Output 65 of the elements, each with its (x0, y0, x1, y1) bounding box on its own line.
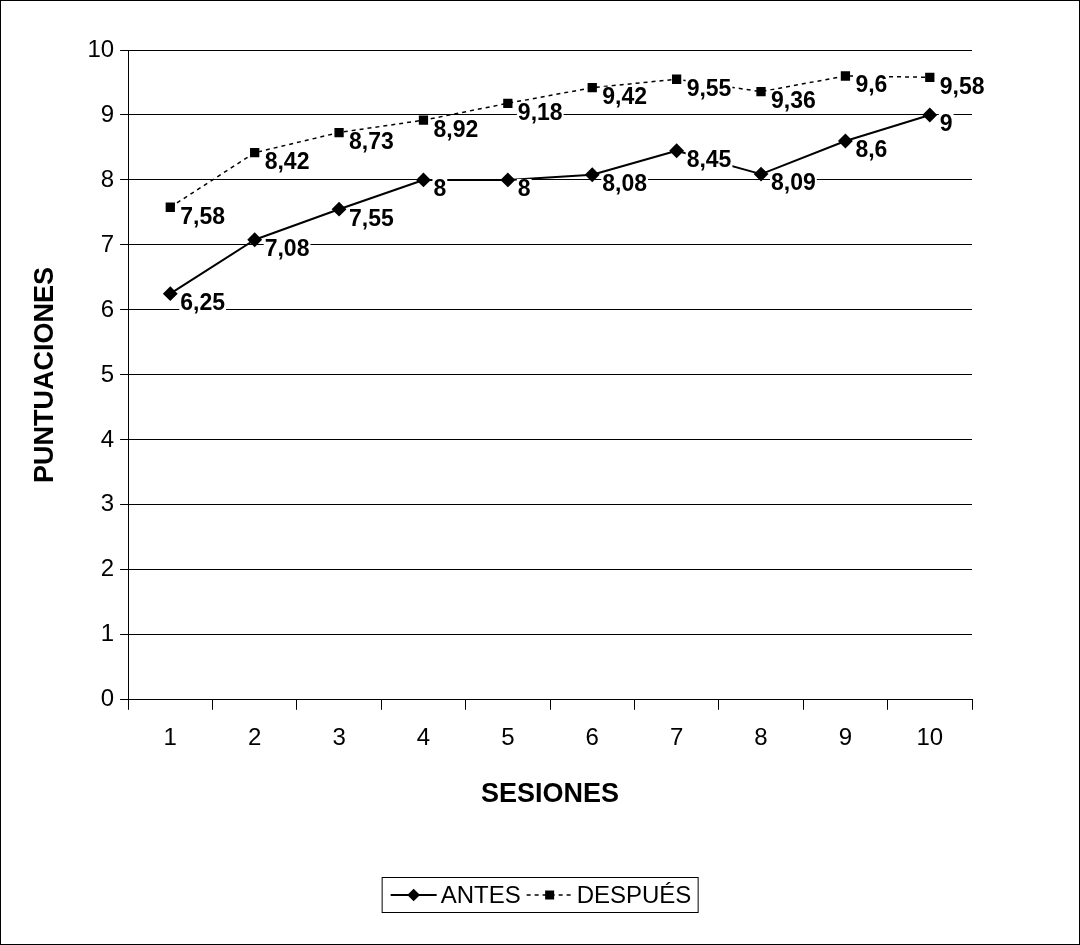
point (334, 127, 344, 138)
y-tick-label: 9 (100, 99, 115, 127)
point (332, 202, 347, 217)
x-tick-label: 2 (248, 722, 262, 750)
data-label: 8,09 (771, 169, 816, 196)
x-tick-label: 6 (585, 722, 599, 750)
data-label: 8,08 (602, 170, 648, 197)
x-axis-title: SESIONES (481, 778, 620, 809)
data-label: 8,73 (349, 127, 394, 154)
point (585, 167, 600, 182)
point (756, 86, 766, 97)
x-tick-label: 7 (669, 722, 684, 750)
legend-label: DESPUÉS (576, 881, 692, 909)
point (840, 71, 851, 81)
y-tick-label: 2 (100, 554, 115, 582)
x-tick-label: 8 (754, 722, 768, 750)
data-label: 7,58 (180, 202, 226, 229)
data-label: 6,25 (180, 289, 226, 316)
data-label: 7,08 (264, 235, 310, 262)
x-tick-label: 9 (838, 722, 853, 750)
y-tick-label: 5 (100, 359, 115, 387)
point (163, 286, 178, 301)
data-label: 9,55 (686, 74, 732, 101)
data-label: 8,45 (686, 146, 732, 173)
data-label: 8,92 (433, 115, 479, 142)
y-tick-label: 3 (100, 489, 115, 517)
data-label: 9,36 (771, 86, 816, 113)
y-tick-label: 0 (100, 684, 115, 712)
legend-label: ANTES (440, 881, 521, 909)
y-tick-label: 8 (100, 164, 115, 192)
x-tick-label: 5 (501, 722, 515, 750)
data-label: 9,18 (517, 98, 563, 125)
y-axis-title: PUNTUACIONES (28, 266, 59, 483)
y-tick-label: 1 (100, 619, 115, 647)
data-label: 8,6 (855, 136, 888, 163)
x-tick-label: 10 (916, 722, 944, 750)
data-label: 8,42 (264, 148, 310, 175)
point (587, 83, 597, 93)
y-tick-label: 4 (100, 424, 115, 452)
point (165, 202, 175, 212)
data-label: 9,58 (939, 72, 985, 99)
point (247, 232, 262, 247)
y-tick-label: 7 (100, 229, 115, 257)
x-tick-label: 4 (416, 722, 431, 750)
point (754, 167, 769, 182)
data-label: 9,42 (602, 83, 648, 110)
y-tick-label: 6 (100, 294, 115, 322)
data-label: 9,6 (855, 71, 888, 98)
point (418, 115, 429, 125)
point (925, 72, 935, 82)
data-label: 8 (517, 175, 531, 202)
point (500, 172, 515, 187)
y-tick-label: 10 (87, 34, 115, 62)
data-label: 8 (433, 175, 447, 202)
point (922, 107, 937, 122)
point (416, 172, 431, 187)
point (250, 148, 260, 158)
point (838, 133, 853, 148)
point (669, 143, 684, 158)
x-tick-label: 3 (332, 722, 346, 750)
point (503, 98, 513, 108)
data-label: 9 (939, 110, 953, 137)
data-label: 7,55 (349, 204, 395, 231)
point (671, 74, 682, 84)
x-tick-label: 1 (163, 722, 177, 750)
